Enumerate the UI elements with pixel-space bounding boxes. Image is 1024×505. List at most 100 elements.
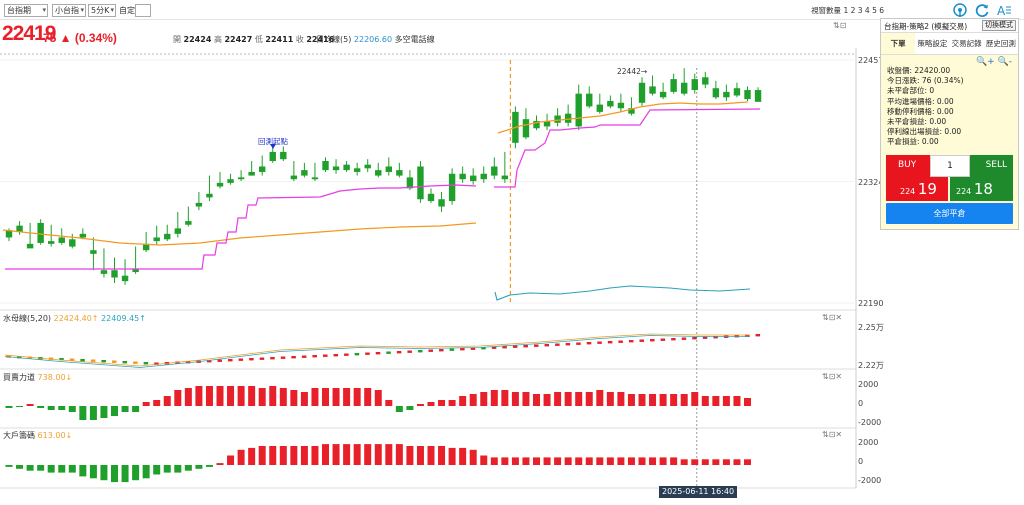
jellyfish-bar — [396, 351, 402, 354]
marker-arrow-icon — [270, 144, 276, 149]
jellyfish-bar — [280, 356, 286, 359]
chips-bar — [37, 465, 45, 471]
jellyfish-bar — [639, 339, 644, 342]
candle-body — [343, 164, 350, 171]
candle-body — [142, 243, 150, 251]
jellyfish-bar — [449, 348, 455, 351]
pane-settings-icon[interactable]: ⇅⊡ — [833, 21, 847, 30]
candle-body — [311, 177, 319, 180]
trailing-stop-line-2 — [494, 108, 761, 188]
candle-body — [723, 91, 730, 98]
sub-symbol-select[interactable]: 小台指 ▾ — [52, 4, 86, 17]
candle-body — [58, 237, 65, 243]
force-bar — [216, 386, 224, 406]
chips-bar — [490, 457, 498, 465]
ohlc-readout: 開 22424 高 22427 低 22411 收 22416 — [173, 34, 334, 45]
tab-order[interactable]: 下單 — [881, 33, 916, 54]
candle-body — [712, 88, 720, 98]
tab-backtest[interactable]: 歷史回測 — [985, 39, 1016, 48]
candle-body — [733, 88, 741, 96]
force-bar — [47, 406, 55, 410]
chips-bar — [227, 455, 235, 465]
force-bar — [79, 406, 87, 420]
candle-body — [754, 90, 762, 102]
text-size-icon[interactable]: A — [996, 2, 1012, 18]
symbol-select[interactable]: 台指期 ▾ — [4, 4, 48, 17]
high-value: 22427 — [224, 35, 253, 44]
low-label: 低 — [254, 35, 263, 44]
chips-bar — [216, 463, 224, 465]
force-bar — [469, 394, 477, 406]
axis-label-top: 22457 — [858, 56, 884, 65]
tab-trade-records[interactable]: 交易記錄 — [951, 39, 982, 48]
jellyfish-bar — [59, 358, 64, 361]
candle-body — [543, 120, 551, 127]
force-bar — [459, 396, 467, 406]
force-bar — [511, 392, 519, 406]
last-price: 22419 — [2, 22, 56, 45]
chips-bar — [469, 449, 477, 465]
force-bar — [364, 388, 372, 406]
period-select[interactable]: 5分K ▾ — [88, 4, 116, 17]
pane1-controls[interactable]: ⇅⊡✕ — [822, 313, 843, 322]
ind2-tick-2: 0 — [858, 399, 864, 408]
switch-mode-button[interactable]: 切換模式 — [982, 20, 1016, 31]
jellyfish-bar — [745, 334, 750, 337]
chips-bar — [300, 446, 308, 465]
force-bar — [142, 402, 150, 406]
backtest-start-marker: 回測起點 — [258, 137, 288, 146]
panel-title-bar: 台指期-策略2 (模擬交易) 切換模式 — [881, 19, 1018, 33]
close-all-button[interactable]: 全部平倉 — [886, 203, 1013, 224]
candle-body — [638, 82, 646, 103]
open-value: 22424 — [183, 35, 212, 44]
sell-price-prefix: 224 — [956, 187, 972, 196]
jellyfish-bar — [628, 340, 634, 343]
pane2-controls[interactable]: ⇅⊡✕ — [822, 372, 843, 381]
jellyfish-bar — [344, 353, 349, 356]
candle-body — [364, 164, 371, 169]
candle-body — [385, 166, 392, 172]
chips-bar — [343, 444, 351, 465]
indicator-value-2: 22409.45↑ — [101, 314, 146, 323]
force-bar — [627, 394, 635, 406]
chevron-down-icon: ▾ — [80, 6, 84, 14]
info-open-position: 未平倉部位: 0 — [887, 86, 935, 96]
chips-bar — [269, 446, 277, 465]
refresh-icon[interactable] — [974, 2, 990, 18]
candle-body — [153, 237, 160, 242]
sell-label: SELL — [985, 160, 1007, 170]
jellyfish-bar — [618, 340, 623, 343]
price-change: 75 ▲ (0.34%) — [43, 31, 117, 45]
candle-body — [185, 221, 192, 225]
force-bar — [585, 392, 593, 406]
candle-body — [132, 268, 139, 273]
candle-body — [459, 173, 466, 180]
broadcast-icon[interactable] — [952, 2, 968, 18]
force-bar — [617, 392, 625, 406]
force-bar — [163, 396, 171, 406]
custom-input[interactable] — [135, 4, 151, 17]
quantity-input[interactable]: 1 — [930, 155, 970, 177]
force-bar — [448, 400, 456, 406]
force-bar — [184, 388, 192, 406]
candle-body — [332, 166, 340, 171]
candlestick-chart[interactable] — [0, 48, 860, 498]
axis-label-mid: 22324 — [858, 178, 884, 187]
force-bar — [406, 406, 414, 410]
chips-bar — [132, 465, 140, 481]
info-avg-entry: 平均進場價格: 0.00 — [887, 96, 954, 106]
sell-button[interactable]: SELL 224 18 — [950, 155, 1013, 201]
chips-bar — [406, 446, 414, 465]
candle-body — [575, 93, 582, 127]
jellyfish-bar — [607, 341, 613, 344]
candle-body — [396, 170, 403, 176]
tab-strategy-settings[interactable]: 策略設定 — [917, 39, 948, 48]
ind3-tick-1: 2000 — [858, 438, 879, 447]
pane3-controls[interactable]: ⇅⊡✕ — [822, 430, 843, 439]
candle-body — [649, 86, 656, 94]
jellyfish-bar — [270, 357, 275, 360]
candle-body — [670, 79, 677, 92]
position-info: 收盤價: 22420.00 今日漲跌: 76 (0.34%) 未平倉部位: 0 … — [887, 66, 964, 148]
zoom-icons[interactable]: 🔍+ 🔍- — [975, 57, 1012, 67]
ma-line-session-2 — [497, 101, 749, 134]
